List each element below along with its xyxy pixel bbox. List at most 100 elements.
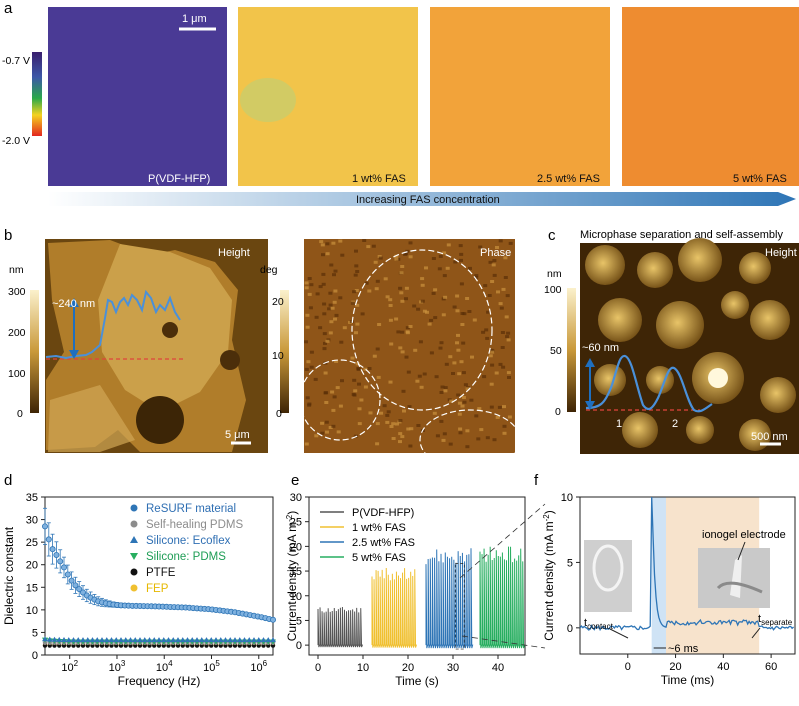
phase-texture-dot: [363, 385, 368, 389]
phase-texture-dot: [332, 300, 337, 304]
phase-texture-dot: [490, 280, 495, 283]
scalebar-b-label: 5 μm: [225, 429, 250, 441]
phase-texture-dot: [457, 412, 462, 416]
data-point-d: [132, 637, 139, 643]
phase-texture-dot: [420, 277, 425, 281]
phase-texture-dot: [331, 408, 336, 412]
phase-texture-dot: [332, 395, 337, 399]
phase-texture-dot: [456, 393, 461, 397]
phase-texture-dot: [396, 330, 401, 334]
legend-label-d: ReSURF material: [146, 503, 236, 515]
phase-texture-dot: [314, 315, 319, 319]
phase-texture-dot: [319, 240, 324, 244]
phase-texture-dot: [431, 291, 436, 295]
duration-label-f: ~6 ms: [668, 643, 699, 655]
colorbar-c: [567, 288, 576, 412]
zoom-box-e: [454, 563, 465, 650]
x-tick-label-f: 0: [625, 661, 631, 673]
phase-texture-dot: [359, 398, 364, 402]
phase-texture-dot: [505, 294, 510, 298]
x-tick-label-e: 0: [315, 662, 321, 674]
phase-texture-dot: [405, 326, 410, 330]
photo-electrode-shape: [730, 555, 742, 598]
phase-texture-dot: [441, 438, 446, 442]
y-tick-label-e: 0: [296, 640, 302, 652]
phase-texture-dot: [416, 424, 421, 427]
legend-label-e: 1 wt% FAS: [352, 522, 406, 534]
phase-texture-dot: [488, 260, 493, 264]
phase-texture-dot: [459, 282, 464, 286]
t-contact-pointer: [609, 628, 629, 639]
phase-texture-dot: [452, 361, 457, 365]
data-point-d: [175, 637, 181, 643]
phase-texture-dot: [357, 382, 361, 386]
phase-texture-dot: [321, 282, 326, 286]
legend-label-d: Silicone: Ecoflex: [146, 535, 231, 547]
y-tick-label-d: 10: [26, 605, 38, 617]
phase-texture-dot: [424, 266, 428, 270]
data-point-d: [241, 637, 248, 643]
phase-texture-dot: [352, 290, 357, 294]
data-point-d: [113, 637, 120, 643]
phase-texture-dot: [500, 346, 505, 349]
phase-texture-dot: [498, 362, 503, 366]
data-point-d: [141, 637, 148, 643]
image-label-pvdf-hfp: P(VDF-HFP): [148, 173, 210, 185]
phase-texture-dot: [461, 396, 466, 399]
height-arrow-c-head-bottom: [585, 401, 595, 410]
phase-texture-dot: [469, 398, 474, 402]
phase-texture-dot: [467, 310, 472, 313]
phase-texture-dot: [500, 331, 505, 334]
phase-texture-dot: [474, 276, 479, 280]
phase-texture-dot: [491, 263, 496, 267]
phase-texture-dot: [321, 253, 325, 257]
phase-texture-dot: [376, 375, 381, 379]
y-tick-label-d: 20: [26, 560, 38, 572]
data-point-d: [265, 637, 272, 643]
t-separate-pointer: [751, 627, 761, 639]
phase-texture-dot: [353, 389, 358, 393]
y-tick-label-e: 15: [290, 566, 302, 578]
phase-texture-dot: [433, 288, 438, 292]
phase-texture-dot: [357, 422, 362, 426]
data-point-d: [160, 637, 167, 643]
phase-texture-dot: [492, 273, 497, 277]
phase-texture-dot: [323, 371, 328, 375]
phase-texture-dot: [419, 385, 424, 389]
phase-texture-dot: [354, 264, 359, 268]
phase-texture-dot: [406, 370, 411, 374]
phase-texture-dot: [338, 239, 343, 243]
phase-texture-dot: [472, 318, 477, 322]
afm-phase-title: Phase: [480, 247, 511, 259]
phase-texture-dot: [324, 401, 329, 404]
x-tick-label-d: 102: [61, 659, 78, 674]
height-annotation-b: ~240 nm: [52, 298, 95, 310]
scalebar-c-label: 500 nm: [751, 431, 788, 443]
phase-texture-dot: [501, 365, 506, 369]
phase-texture-dot: [322, 347, 327, 351]
phase-texture-dot: [388, 318, 393, 322]
phase-texture-dot: [320, 431, 325, 435]
phase-texture-dot: [391, 422, 396, 426]
phase-texture-dot: [350, 301, 355, 305]
phase-texture-dot: [333, 317, 337, 321]
panel-letter-f: f: [534, 472, 539, 489]
phase-texture-dot: [455, 309, 460, 313]
phase-texture-dot: [460, 312, 465, 315]
phase-texture-dot: [506, 338, 511, 342]
phase-texture-dot: [309, 283, 314, 287]
colorbar-b-height-unit: nm: [9, 264, 24, 276]
phase-texture-dot: [504, 315, 509, 319]
image-label-1wt-fas: 1 wt% FAS: [352, 173, 406, 185]
afm-phase-image: [299, 239, 521, 471]
phase-texture-dot: [328, 303, 333, 307]
phase-texture-dot: [451, 372, 455, 375]
afm-height-title: Height: [218, 247, 250, 259]
phase-texture-dot: [342, 326, 347, 330]
phase-texture-dot: [304, 286, 309, 290]
t-contact-main: t: [584, 617, 587, 629]
t-separate-main: t: [758, 613, 761, 625]
phase-texture-dot: [502, 431, 507, 435]
x-tick-label-f: 20: [669, 661, 681, 673]
data-point-d: [137, 637, 143, 643]
